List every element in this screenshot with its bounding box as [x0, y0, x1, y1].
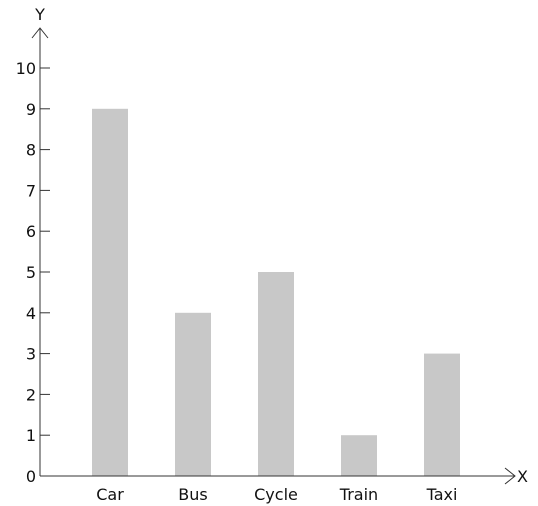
y-tick-label: 7: [26, 181, 36, 200]
x-category-label: Bus: [178, 485, 207, 504]
x-category-label: Taxi: [426, 485, 458, 504]
y-tick-label: 9: [26, 100, 36, 119]
y-tick-label: 4: [26, 304, 36, 323]
y-axis-arrow: [31, 27, 49, 39]
y-tick-label: 3: [26, 345, 36, 364]
bar-cycle: [258, 272, 294, 476]
axes-group: [31, 27, 516, 485]
y-ticks-group: 0 1 2 3 4 5 6 7 8 9 10: [16, 59, 50, 486]
y-tick-label: 5: [26, 263, 36, 282]
bar-taxi: [424, 353, 460, 476]
y-tick-label: 0: [26, 467, 36, 486]
y-tick-label: 2: [26, 385, 36, 404]
x-axis-title: X: [517, 467, 528, 486]
bars-group: [92, 108, 460, 477]
bar-train: [341, 435, 377, 476]
y-axis-title: Y: [34, 5, 45, 24]
x-category-label: Train: [339, 485, 378, 504]
x-category-label: Car: [96, 485, 124, 504]
y-tick-label: 10: [16, 59, 36, 78]
x-axis-arrow: [504, 467, 516, 485]
x-category-label: Cycle: [254, 485, 298, 504]
y-tick-label: 1: [26, 426, 36, 445]
x-category-labels: Car Bus Cycle Train Taxi: [96, 485, 457, 504]
y-tick-label: 8: [26, 141, 36, 160]
y-tick-label: 6: [26, 222, 36, 241]
bar-bus: [175, 312, 211, 476]
bar-car: [92, 108, 128, 477]
